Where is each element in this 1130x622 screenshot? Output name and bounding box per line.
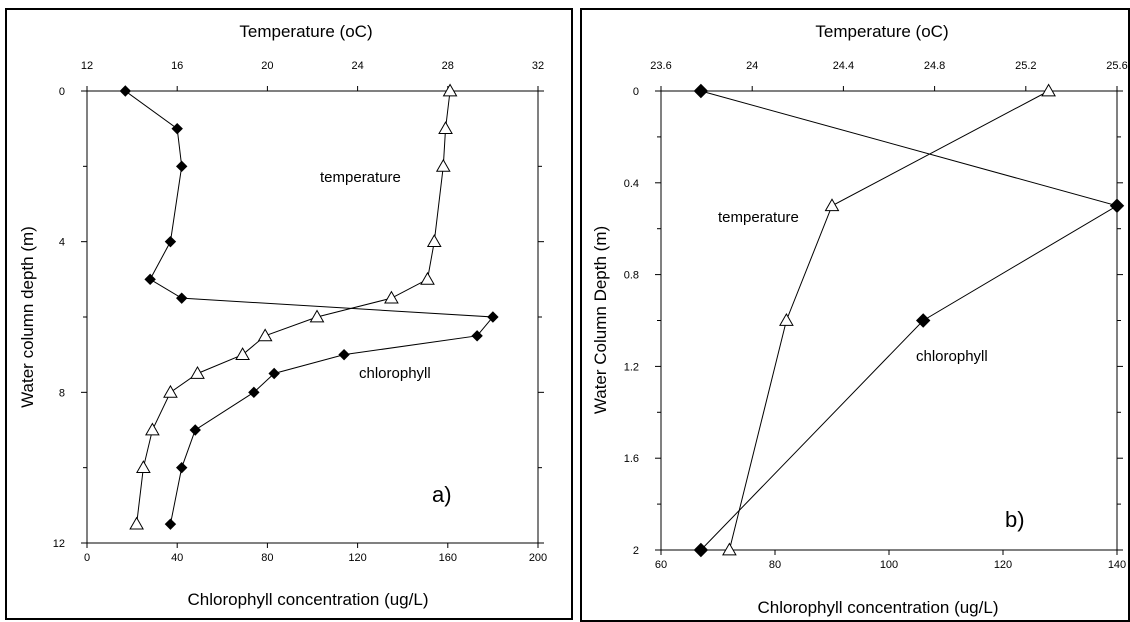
panel-a-chlorophyll-point: [164, 518, 177, 530]
panel-b-temperature-label: temperature: [718, 209, 799, 226]
panel-b-bottom-tick-label: 60: [655, 559, 667, 571]
panel-b-top-tick-label: 24: [746, 60, 758, 72]
panel-b-top-tick-label: 24.4: [833, 60, 854, 72]
panel-a-chlorophyll-point: [176, 461, 188, 474]
panel-a-bottom-tick-label: 120: [348, 552, 366, 564]
panel-a-top-tick-label: 24: [351, 60, 363, 72]
panel-b-bottom-axis-title: Chlorophyll concentration (ug/L): [758, 598, 999, 617]
panel-b-chlorophyll-line: [700, 90, 1119, 551]
panel-a-temperature-point: [136, 460, 151, 474]
panel-a-temperature-point: [442, 83, 458, 97]
panel-a-top-tick-label: 12: [81, 60, 93, 72]
panel-b-temperature-point: [779, 312, 794, 326]
panel-a-temperature-point: [257, 328, 273, 342]
panel-a-chlorophyll-point: [189, 424, 201, 436]
panel-a-top-tick-label: 28: [442, 60, 454, 72]
panel-b-top-tick-label: 25.6: [1106, 60, 1127, 72]
panel-b: Temperature (oC) Chlorophyll concentrati…: [591, 22, 1128, 617]
panel-b-chlorophyll-label: chlorophyll: [916, 348, 988, 365]
panel-b-chlorophyll-point: [693, 542, 709, 558]
panel-a-top-tick-label: 16: [171, 60, 183, 72]
panel-a-chlorophyll-point: [144, 273, 156, 286]
panel-a-plot-area: [86, 90, 539, 544]
panel-a-chlorophyll-label: chlorophyll: [359, 365, 431, 382]
panel-b-y-tick-label: 1.6: [624, 453, 639, 465]
panel-a-chlorophyll-point: [487, 311, 499, 323]
panel-a: Temperature (oC) Chlorophyll concentrati…: [18, 22, 547, 609]
panel-a-y-tick-label: 12: [53, 538, 65, 550]
panel-a-chlorophyll-point: [164, 235, 177, 248]
panel-b-plot-area: [660, 90, 1118, 551]
panel-a-temperature-line: [136, 90, 451, 525]
panel-b-top-tick-label: 24.8: [924, 60, 945, 72]
panel-b-temperature-point: [824, 198, 840, 212]
panel-a-chlorophyll-point: [248, 386, 260, 399]
panel-b-top-tick-label: 25.2: [1015, 60, 1036, 72]
panel-a-temperature-point: [129, 516, 144, 530]
panel-b-temperature-line: [728, 90, 1049, 551]
panel-b-temperature-point: [722, 542, 737, 556]
panel-a-temperature-point: [163, 384, 178, 398]
panel-a-temperature-label: temperature: [320, 169, 401, 186]
panel-a-temperature-point: [435, 158, 451, 172]
panel-b-bottom-tick-label: 100: [880, 559, 898, 571]
panel-a-chlorophyll-point: [268, 367, 280, 380]
panel-b-y-tick-label: 2: [633, 545, 639, 557]
panel-b-y-axis-title: Water Column Depth (m): [591, 226, 610, 414]
panel-b-top-tick-label: 23.6: [650, 60, 671, 72]
panel-a-chlorophyll-point: [119, 85, 132, 97]
panel-a-temperature-point: [420, 271, 435, 285]
panel-a-temperature-point: [235, 347, 250, 361]
panel-a-temperature-point: [426, 234, 442, 248]
panel-a-temperature-point: [438, 121, 453, 135]
panel-a-bottom-tick-label: 200: [529, 552, 547, 564]
panel-b-y-tick-label: 0.8: [624, 270, 639, 282]
panel-a-chlorophyll-point: [471, 330, 483, 342]
panel-a-top-tick-label: 20: [261, 60, 273, 72]
panel-b-bottom-tick-label: 140: [1108, 559, 1126, 571]
panel-b-chlorophyll-point: [915, 313, 931, 328]
panel-a-bottom-tick-label: 40: [171, 552, 183, 564]
panel-b-y-tick-label: 0: [633, 86, 639, 98]
panel-b-letter: b): [1005, 507, 1025, 532]
panel-a-chlorophyll-line: [125, 90, 494, 525]
panel-b-bottom-tick-label: 120: [994, 559, 1012, 571]
panel-a-temperature-point: [190, 365, 205, 379]
panel-b-top-axis-title: Temperature (oC): [815, 22, 948, 41]
panel-a-chlorophyll-point: [176, 292, 188, 304]
panel-b-chlorophyll-point: [1109, 198, 1125, 213]
panel-b-bottom-tick-label: 80: [769, 559, 781, 571]
panel-b-temperature-point: [1041, 83, 1056, 97]
panel-a-y-tick-label: 0: [59, 86, 65, 98]
panel-a-bottom-axis-title: Chlorophyll concentration (ug/L): [188, 590, 429, 609]
panel-a-chlorophyll-point: [338, 348, 350, 361]
panel-a-y-axis-title: Water column depth (m): [18, 226, 37, 408]
panel-a-top-tick-label: 32: [532, 60, 544, 72]
panel-a-letter: a): [432, 482, 452, 507]
panel-a-top-axis-title: Temperature (oC): [239, 22, 372, 41]
panel-a-border: [5, 8, 573, 620]
panel-b-y-tick-label: 0.4: [624, 178, 639, 190]
panel-a-bottom-tick-label: 80: [261, 552, 273, 564]
panel-a-y-tick-label: 4: [59, 237, 65, 249]
panel-a-temperature-point: [145, 422, 160, 436]
panel-a-temperature-point: [309, 309, 325, 323]
panel-b-chlorophyll-point: [693, 83, 709, 99]
panel-a-chlorophyll-point: [171, 122, 183, 135]
panel-a-y-tick-label: 8: [59, 387, 65, 399]
panel-a-temperature-point: [384, 290, 399, 304]
panel-a-bottom-tick-label: 0: [84, 552, 90, 564]
panel-b-y-tick-label: 1.2: [624, 361, 639, 373]
panel-a-chlorophyll-point: [176, 160, 188, 173]
panel-b-border: [580, 8, 1130, 622]
panel-a-bottom-tick-label: 160: [439, 552, 457, 564]
